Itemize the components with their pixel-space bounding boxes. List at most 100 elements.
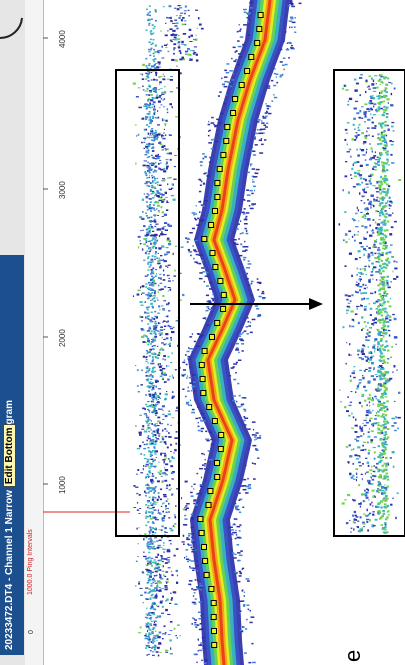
- zoom-pixel: [359, 109, 362, 113]
- echo-fringe: [239, 611, 241, 614]
- noise-pixel: [175, 569, 178, 572]
- noise-pixel: [145, 174, 148, 177]
- echo-fringe: [244, 424, 247, 426]
- noise-pixel: [141, 320, 143, 322]
- echo-fringe: [221, 77, 223, 80]
- noise-pixel: [153, 135, 157, 137]
- zoom-pixel: [374, 374, 378, 376]
- echo-fringe: [234, 507, 238, 509]
- noise-pixel: [166, 237, 170, 240]
- noise-pixel: [153, 410, 155, 412]
- echo-fringe: [218, 122, 222, 124]
- echo-fringe: [239, 629, 243, 632]
- noise-pixel: [152, 581, 155, 584]
- noise-pixel: [156, 547, 159, 549]
- zoom-pixel: [386, 371, 390, 374]
- zoom-pixel: [366, 186, 369, 188]
- noise-pixel: [167, 378, 170, 381]
- zoom-pixel: [375, 398, 378, 400]
- echo-fringe: [187, 404, 191, 406]
- zoom-pixel: [382, 441, 385, 444]
- echo-fringe: [201, 259, 204, 262]
- zoom-pixel: [350, 300, 352, 302]
- axis-ticks: [43, 37, 48, 485]
- echo-fringe: [198, 178, 201, 181]
- noise-pixel: [145, 150, 148, 152]
- zoom-pixel: [379, 83, 381, 86]
- noise-pixel: [155, 74, 157, 77]
- zoom-pixel: [356, 305, 360, 307]
- echo-fringe: [191, 533, 195, 535]
- echo-fringe: [249, 10, 251, 12]
- noise-pixel: [147, 629, 149, 633]
- title-bar[interactable]: 20233472.DT4 - Channel 1 Narrow Edit Bot…: [0, 255, 24, 655]
- noise-pixel: [149, 190, 152, 192]
- noise-pixel: [154, 292, 156, 295]
- zoom-pixel: [343, 239, 345, 242]
- noise-pixel: [148, 172, 151, 174]
- zoom-pixel: [362, 273, 364, 275]
- zoom-pixel: [382, 302, 385, 305]
- echo-fringe: [192, 595, 195, 597]
- noise-pixel: [152, 245, 155, 248]
- zoom-pixel: [385, 387, 388, 390]
- echo-fringe: [238, 575, 242, 577]
- noise-pixel: [189, 50, 194, 51]
- zoom-pixel: [356, 183, 360, 186]
- noise-pixel: [148, 230, 151, 232]
- noise-pixel: [161, 438, 165, 441]
- echo-fringe: [186, 377, 188, 379]
- edit-point: [211, 628, 217, 634]
- zoom-pixel: [358, 357, 362, 359]
- zoom-pixel: [366, 130, 368, 133]
- noise-pixel: [147, 315, 150, 317]
- noise-pixel: [155, 96, 159, 99]
- noise-pixel: [143, 551, 145, 553]
- echo-fringe: [206, 324, 210, 326]
- noise-pixel: [152, 38, 155, 41]
- noise-pixel: [154, 187, 157, 190]
- zoom-pixel: [365, 514, 369, 517]
- noise-pixel: [181, 40, 184, 43]
- zoom-pixel: [395, 343, 397, 345]
- noise-pixel: [154, 411, 157, 414]
- noise-pixel: [164, 558, 168, 560]
- noise-pixel: [147, 562, 149, 565]
- noise-pixel: [151, 96, 154, 99]
- echo-fringe: [286, 42, 289, 44]
- noise-pixel: [146, 416, 148, 419]
- noise-pixel: [149, 224, 152, 226]
- noise-pixel: [152, 52, 155, 55]
- noise-pixel: [149, 515, 151, 517]
- noise-pixel: [158, 199, 162, 202]
- zoom-pixel: [381, 297, 384, 300]
- noise-pixel: [162, 472, 165, 475]
- noise-pixel: [138, 583, 140, 585]
- zoom-pixel: [393, 87, 396, 90]
- echo-fringe: [254, 439, 256, 441]
- noise-pixel: [170, 21, 173, 23]
- noise-pixel: [135, 585, 137, 587]
- zoom-pixel: [382, 404, 385, 407]
- noise-pixel: [145, 477, 147, 479]
- zoom-pixel: [366, 329, 369, 331]
- echo-fringe: [191, 411, 195, 414]
- zoom-pixel: [391, 121, 395, 124]
- noise-pixel: [140, 472, 144, 474]
- echo-fringe: [243, 604, 246, 606]
- echo-fringe: [195, 564, 199, 567]
- noise-pixel: [166, 550, 170, 553]
- noise-pixel: [152, 171, 155, 173]
- noise-pixel: [156, 66, 159, 69]
- zoom-pixel: [385, 116, 389, 119]
- noise-pixel: [146, 560, 149, 562]
- echo-fringe: [259, 152, 264, 154]
- noise-pixel: [166, 251, 170, 254]
- zoom-pixel: [384, 523, 387, 526]
- noise-pixel: [166, 239, 170, 242]
- zoom-pixel: [384, 290, 387, 293]
- noise-pixel: [188, 48, 190, 50]
- noise-pixel: [157, 291, 159, 294]
- noise-pixel: [161, 348, 164, 350]
